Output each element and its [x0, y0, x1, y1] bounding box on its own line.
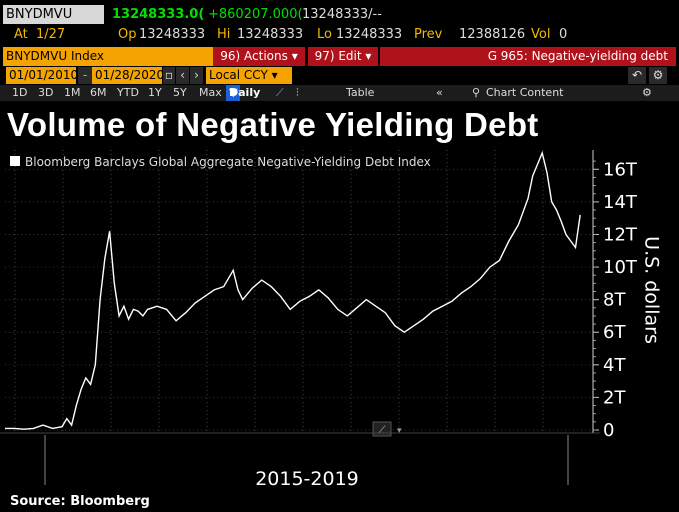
quote-bar: BNYDMVU 13248333.0( +860207.000( 1324833… [0, 5, 679, 24]
y-tick-label: 2T [603, 387, 626, 408]
function-title: G 965: Negative-yielding debt [380, 47, 676, 66]
actions-label: 96) Actions [220, 49, 288, 63]
op-label: Op [118, 27, 137, 42]
frequency-select[interactable]: Daily ▼ [226, 85, 260, 101]
undo-icon[interactable]: ↶ [628, 67, 646, 84]
command-bar: BNYDMVU Index 96) Actions ▾ 97) Edit ▾ G… [0, 47, 679, 66]
chart-area: Bloomberg Barclays Global Aggregate Nega… [0, 150, 663, 490]
range-1y[interactable]: 1Y [148, 86, 162, 99]
chart-content-icon: ⚲ [472, 86, 481, 99]
end-date-input[interactable]: 01/28/2020 [92, 67, 164, 84]
date-separator: - [78, 67, 92, 84]
range-bar: 1D 3D 1M 6M YTD 1Y 5Y Max Daily ▼ ⟋ ⫶ Ta… [0, 85, 679, 101]
chevron-down-icon: ▾ [365, 49, 372, 63]
chart-content-button[interactable]: Chart Content [486, 86, 564, 99]
prev-value: 12388126 [459, 27, 526, 42]
y-tick-label: 0 [603, 420, 614, 441]
ticker-field[interactable]: BNYDMVU [3, 5, 104, 24]
calendar-icon[interactable]: ▫ [163, 67, 175, 84]
gear-icon[interactable]: ⚙ [642, 86, 652, 99]
currency-value: Local CCY [209, 68, 268, 82]
edit-label: 97) Edit [314, 49, 362, 63]
chevron-down-icon: ▾ [271, 68, 278, 82]
vol-label: Vol [531, 27, 551, 42]
y-tick-label: 4T [603, 355, 626, 376]
table-button[interactable]: Table [346, 86, 375, 99]
y-tick-label: 16T [603, 159, 638, 180]
prev-label: Prev [414, 27, 443, 42]
hi-label: Hi [217, 27, 231, 42]
chevron-down-icon[interactable]: ▾ [397, 425, 402, 435]
y-tick-label: 8T [603, 290, 626, 311]
op-value: 13248333 [139, 27, 206, 42]
last-repeat: 13248333/-- [302, 7, 382, 22]
y-tick-label: 10T [603, 257, 638, 278]
line-chart-icon[interactable]: ⟋ [276, 86, 284, 99]
range-1m[interactable]: 1M [64, 86, 81, 99]
vol-value: 0 [559, 27, 568, 42]
chart-thumbnail-button[interactable] [372, 421, 392, 437]
chart-type-icon[interactable]: ⫶ [296, 86, 299, 99]
hi-value: 13248333 [237, 27, 304, 42]
ohlc-bar: At 1/27 Op 13248333 Hi 13248333 Lo 13248… [0, 26, 679, 44]
actions-menu[interactable]: 96) Actions ▾ [213, 47, 305, 66]
x-axis-label: 2015-2019 [255, 468, 359, 490]
y-axis: 0 2T 4T 6T 8T 10T 12T 14T 16T [592, 150, 638, 441]
security-field[interactable]: BNYDMVU Index [3, 47, 213, 66]
net-change: +860207.000( [208, 7, 303, 22]
range-max[interactable]: Max [199, 86, 222, 99]
edit-menu[interactable]: 97) Edit ▾ [308, 47, 378, 66]
at-label: At [14, 27, 28, 42]
y-axis-label: U.S. dollars [641, 236, 663, 344]
frequency-value: Daily [229, 86, 261, 99]
start-date-input[interactable]: 01/01/2010 [6, 67, 78, 84]
lo-label: Lo [317, 27, 332, 42]
chevron-right-icon[interactable]: › [190, 67, 203, 84]
mini-chart-icon: ⟋ [379, 425, 386, 436]
range-6m[interactable]: 6M [90, 86, 107, 99]
series-line [5, 150, 581, 430]
y-tick-label: 6T [603, 322, 626, 343]
legend-swatch [10, 156, 20, 166]
collapse-icon[interactable]: « [436, 86, 443, 99]
y-tick-label: 14T [603, 192, 638, 213]
chevron-left-icon[interactable]: ‹ [176, 67, 189, 84]
chart-title: Volume of Negative Yielding Debt [7, 106, 539, 143]
last-price: 13248333.0( [112, 7, 205, 22]
range-1d[interactable]: 1D [12, 86, 28, 99]
settings-icon[interactable]: ⚙ [649, 67, 667, 84]
currency-select[interactable]: Local CCY ▾ [206, 67, 292, 84]
legend-label: Bloomberg Barclays Global Aggregate Nega… [25, 155, 431, 169]
date-bar: 01/01/2010 - 01/28/2020 ▫ ‹ › Local CCY … [0, 67, 679, 84]
y-tick-label: 12T [603, 224, 638, 245]
source-note: Source: Bloomberg [10, 494, 150, 509]
range-5y[interactable]: 5Y [173, 86, 187, 99]
lo-value: 13248333 [336, 27, 403, 42]
range-3d[interactable]: 3D [38, 86, 54, 99]
range-ytd[interactable]: YTD [117, 86, 139, 99]
gridlines [5, 150, 592, 433]
chevron-down-icon: ▾ [291, 49, 298, 63]
at-value: 1/27 [36, 27, 66, 42]
